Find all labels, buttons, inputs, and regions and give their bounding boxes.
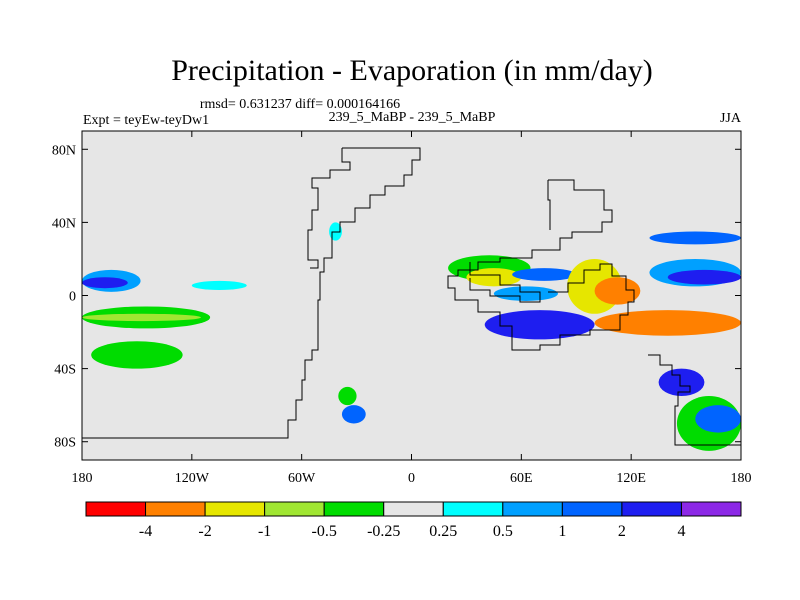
colorbar-swatch: [85, 501, 147, 517]
x-tick-label: 180: [731, 471, 752, 486]
contour-region: [695, 405, 741, 433]
x-tick-label: 120W: [175, 471, 210, 486]
colorbar-swatch: [561, 501, 623, 517]
colorbar: -4 -2 -1 -0.5 -0.25 0.25 0.5 1 2 4: [85, 501, 742, 540]
colorbar-label: 0.25: [429, 523, 457, 540]
y-tick-label: 40N: [52, 216, 76, 231]
contour-region: [91, 341, 183, 369]
colorbar-label: 2: [618, 523, 626, 540]
colorbar-label: -0.25: [367, 523, 400, 540]
contour-region: [512, 268, 577, 281]
contour-region: [493, 286, 558, 301]
eurasia-africa-coastline: [447, 179, 635, 351]
stats-label: rmsd= 0.631237 diff= 0.000164166: [200, 97, 400, 112]
contour-region: [338, 386, 357, 406]
colorbar-swatch: [383, 501, 444, 517]
x-tick-label: 60E: [510, 471, 533, 486]
period-label: 239_5_MaBP - 239_5_MaBP: [329, 110, 496, 125]
colorbar-swatch: [323, 501, 385, 517]
colorbar-swatch: [502, 501, 563, 517]
australia-coastline: [648, 354, 741, 446]
contour-region: [594, 277, 641, 305]
contour-region: [191, 280, 247, 291]
colorbar-label: 1: [558, 523, 566, 540]
colorbar-label: 4: [677, 523, 685, 540]
colorbar-label: -0.5: [312, 523, 337, 540]
contour-region: [466, 268, 522, 287]
y-tick-label: 80S: [54, 436, 76, 451]
colorbar-swatch: [145, 501, 206, 517]
colorbar-label: 0.5: [493, 523, 513, 540]
colorbar-swatch: [442, 501, 504, 517]
y-tick-label: 80N: [52, 143, 76, 158]
x-tick-label: 180: [72, 471, 93, 486]
colorbar-label: -4: [139, 523, 152, 540]
colorbar-swatch: [264, 501, 325, 517]
season-label: JJA: [720, 111, 742, 126]
colorbar-swatch: [204, 501, 266, 517]
x-tick-label: 120E: [616, 471, 646, 486]
colorbar-label: -2: [198, 523, 211, 540]
y-tick-label: 0: [69, 290, 76, 305]
contour-region: [658, 368, 705, 397]
contour-region: [82, 313, 201, 322]
map-plot-area: 180 120W 60W 0 60E 120E 180 80N 40N 0 40S 80S: [52, 130, 752, 486]
chart-title: Precipitation - Evaporation (in mm/day): [171, 54, 653, 87]
x-tick-label: 60W: [288, 471, 316, 486]
contour-region: [341, 405, 366, 424]
americas-coastline: [82, 147, 421, 439]
x-tick-label: 0: [408, 471, 415, 486]
colorbar-swatch: [621, 501, 682, 517]
y-tick-label: 40S: [54, 363, 76, 378]
contour-region: [649, 231, 741, 245]
contour-region: [667, 269, 742, 285]
colorbar-swatch: [680, 501, 742, 517]
colorbar-label: -1: [258, 523, 271, 540]
maritime-continent-coastline: [469, 180, 551, 303]
experiment-label: Expt = teyEw-teyDw1: [83, 113, 209, 128]
contour-region: [594, 310, 741, 336]
map-background: [82, 131, 741, 460]
north-america-west-coastline: [307, 148, 351, 269]
contour-region: [82, 277, 128, 289]
